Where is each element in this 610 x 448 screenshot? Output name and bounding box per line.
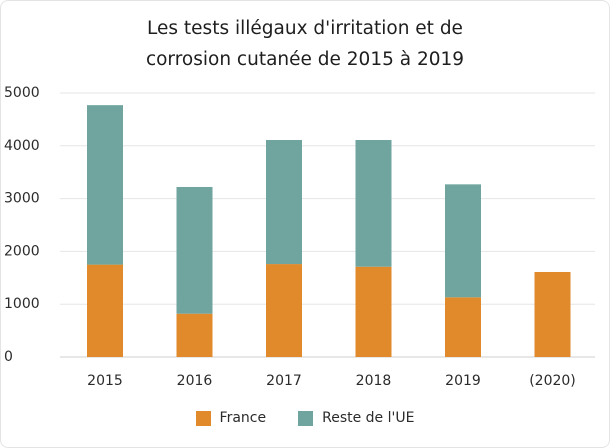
bar-france-2019 [445,297,481,357]
legend-swatch-france [195,410,211,426]
chart-title-line-2: corrosion cutanée de 2015 à 2019 [145,49,465,70]
y-tick-label-2000: 2000 [4,243,40,259]
x-tick-label-2016: 2016 [177,373,213,389]
bar-reste-ue-2018 [355,139,392,267]
legend-swatch-reste-ue [298,410,314,426]
bar-france-2016 [176,313,213,357]
bar-france-2015 [87,264,123,357]
x-tick-label-2019: 2019 [445,373,481,389]
y-tick-label-4000: 4000 [4,138,40,154]
legend-label-reste-ue: Reste de l'UE [322,410,415,426]
bar-france-2020 [534,271,571,357]
x-tick-label-2020: (2020) [529,373,576,389]
y-tick-label-3000: 3000 [4,191,40,207]
chart-title: Les tests illégaux d'irritation et de co… [0,13,610,75]
bar-reste-ue-2017 [266,139,302,265]
bar-reste-ue-2015 [87,105,123,265]
bar-reste-ue-2019 [445,184,481,298]
legend-item-france: France [195,410,267,426]
bar-france-2017 [266,264,302,357]
y-tick-label-1000: 1000 [4,296,40,312]
x-tick-label-2015: 2015 [87,373,123,389]
x-tick-label-2017: 2017 [266,373,302,389]
chart-title-line-1: Les tests illégaux d'irritation et de [147,18,463,39]
y-tick-label-0: 0 [4,349,13,365]
y-tick-label-5000: 5000 [4,85,40,101]
bar-france-2018 [355,266,392,357]
legend-label-france: France [219,410,267,426]
legend-item-reste-ue: Reste de l'UE [298,410,414,426]
bar-reste-ue-2016 [176,186,213,314]
x-tick-label-2018: 2018 [356,373,392,389]
chart-legend: France Reste de l'UE [0,410,610,426]
